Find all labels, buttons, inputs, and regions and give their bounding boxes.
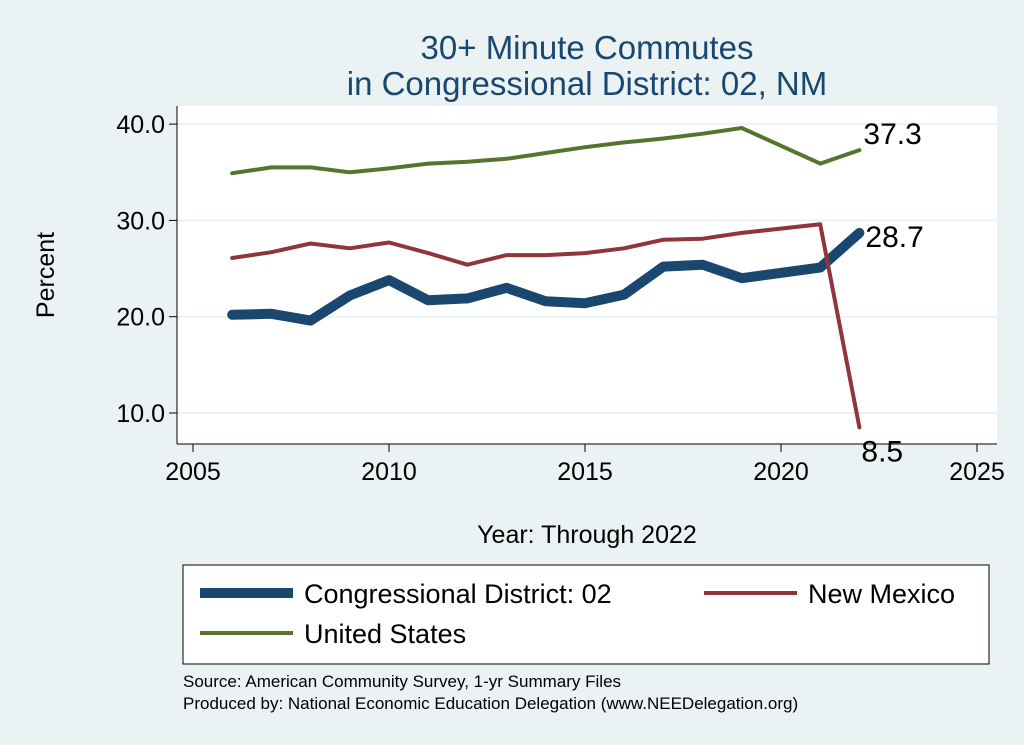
legend-box — [182, 564, 990, 665]
y-tick-label: 20.0 — [116, 304, 165, 332]
y-tick-label: 30.0 — [116, 207, 165, 235]
y-tick-label: 40.0 — [116, 111, 165, 139]
x-axis-title: Year: Through 2022 — [477, 521, 697, 549]
source-line1: Source: American Community Survey, 1-yr … — [183, 672, 621, 691]
legend-label: New Mexico — [808, 579, 955, 609]
x-tick-label: 2010 — [361, 458, 417, 486]
end-value-label: 8.5 — [861, 435, 903, 468]
series-line-new-mexico — [230, 222, 862, 430]
chart-title-line2: in Congressional District: 02, NM — [347, 65, 828, 102]
series-lines — [227, 126, 865, 430]
x-tick-label: 2015 — [557, 458, 613, 486]
legend-label: Congressional District: 02 — [304, 579, 612, 609]
end-labels: 28.7 8.5 37.3 — [861, 118, 923, 468]
y-tick-label: 10.0 — [116, 400, 165, 428]
chart-title-line1: 30+ Minute Commutes — [421, 29, 754, 66]
legend-label: United States — [304, 619, 466, 649]
x-tick-label: 2020 — [753, 458, 809, 486]
source-line2: Produced by: National Economic Education… — [183, 694, 798, 713]
end-value-label: 37.3 — [863, 118, 921, 151]
series-line-united-states — [230, 126, 862, 176]
end-value-label: 28.7 — [865, 221, 923, 254]
plot-area — [177, 106, 997, 444]
y-axis-title: Percent — [32, 232, 60, 318]
x-tick-label: 2005 — [165, 458, 221, 486]
series-line-district — [227, 227, 865, 326]
x-tick-label: 2025 — [949, 458, 1005, 486]
axis-ticks: 10.0 20.0 30.0 40.0 2005 2010 2015 2020 2025 — [116, 111, 1004, 486]
legend: Congressional District: 02 New Mexico Unit… — [200, 579, 955, 649]
